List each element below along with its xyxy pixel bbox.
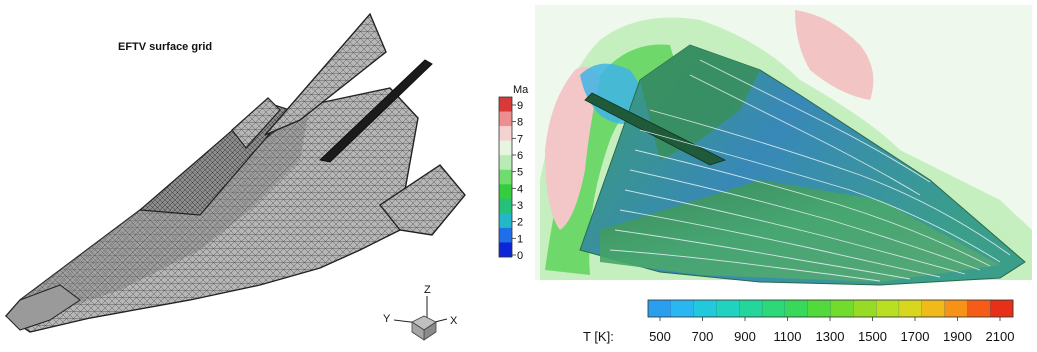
mach-colorbar-ticks: 9 8 7 6 5 4 3 2 1 0: [512, 100, 523, 262]
temperature-swatch: [670, 299, 695, 318]
temperature-colorbar-ticks: 500 700 900 1100 1300 1500 1700 1900 2100: [649, 317, 1014, 344]
temperature-swatch: [784, 299, 809, 318]
mach-colorbar: Ma 9 8 7 6 5 4 3 2 1 0: [498, 84, 529, 262]
temperature-tick-label: 700: [692, 329, 714, 344]
nose-mesh: [5, 284, 81, 331]
axis-label-x: X: [450, 315, 458, 327]
wing-tip-mesh: [378, 164, 466, 236]
temperature-tick-label: 900: [734, 329, 756, 344]
vehicle-fin: [584, 92, 727, 166]
mach-tick-label: 6: [517, 150, 523, 162]
temperature-tick-label: 500: [649, 329, 671, 344]
flow-red-plume-top: [795, 10, 874, 100]
temperature-colorbar: T [K]: 500 700 900 1100 1300 1500 1700 1900 2100: [583, 299, 1014, 344]
temperature-swatch: [761, 299, 786, 318]
temperature-swatch: [967, 299, 991, 318]
temperature-swatch: [990, 299, 1014, 318]
right-fin-mesh: [318, 59, 433, 163]
mach-swatch: [499, 213, 512, 229]
vertical-tail-mesh: [264, 12, 387, 136]
temperature-swatch: [739, 299, 763, 318]
mach-tick-label: 0: [517, 250, 523, 262]
mach-colorbar-swatches: [499, 97, 512, 258]
temperature-tick-label: 1100: [774, 329, 802, 344]
temperature-tick-label: 1300: [816, 329, 845, 344]
mach-swatch: [499, 97, 512, 112]
temperature-colorbar-frame: [647, 299, 1014, 318]
mach-swatch: [499, 155, 512, 171]
vehicle-upper-surface: [640, 45, 760, 160]
flow-blue-pocket: [580, 63, 644, 124]
temperature-swatch: [716, 299, 740, 318]
temperature-swatch: [944, 299, 968, 318]
mach-tick-label: 3: [517, 200, 523, 212]
mach-swatch: [499, 126, 512, 141]
mach-swatch: [499, 198, 512, 214]
mach-tick-label: 9: [517, 100, 523, 112]
mach-legend-title: Ma: [513, 84, 529, 96]
shock-green-band: [545, 44, 680, 275]
axis-triad: Z Y X: [383, 284, 458, 341]
temperature-colorbar-swatches: [647, 299, 1014, 318]
temperature-swatch: [853, 299, 877, 318]
axis-label-y: Y: [383, 313, 391, 325]
left-wing-tip-mesh: [231, 97, 281, 149]
panel-title: EFTV surface grid: [118, 41, 212, 53]
temperature-swatch: [807, 299, 831, 318]
mach-swatch: [499, 184, 512, 200]
axis-label-z: Z: [424, 284, 431, 296]
mach-tick-label: 1: [517, 233, 523, 245]
temperature-swatch: [647, 299, 672, 318]
surface-streamlines: [609, 59, 1011, 282]
temperature-swatch: [898, 299, 923, 318]
temperature-swatch: [693, 299, 717, 318]
temperature-tick-label: 2100: [986, 329, 1015, 344]
mach-swatch: [499, 169, 512, 185]
temperature-tick-label: 1500: [858, 329, 887, 344]
mach-swatch: [499, 111, 512, 127]
mach-tick-label: 7: [517, 133, 523, 145]
mach-tick-label: 4: [517, 183, 523, 195]
temperature-tick-label: 1700: [901, 329, 930, 344]
temperature-legend-label: T [K]:: [583, 329, 614, 344]
temperature-swatch: [921, 299, 945, 318]
mach-tick-label: 8: [517, 117, 523, 129]
surface-grid-panel: EFTV surface grid Z Y X: [4, 12, 466, 341]
cfd-panel: Ma 9 8 7 6 5 4 3 2 1 0 T [K]: 500 700 900 1100 1300 15…: [498, 5, 1032, 344]
mach-tick-label: 5: [517, 167, 523, 179]
mach-colorbar-frame: [498, 96, 513, 258]
temperature-swatch: [830, 299, 854, 318]
temperature-tick-label: 1900: [943, 329, 972, 344]
mach-swatch: [499, 140, 512, 156]
mach-swatch: [499, 242, 512, 258]
flow-red-plume-left: [545, 66, 600, 231]
mach-swatch: [499, 227, 512, 243]
temperature-swatch: [876, 299, 900, 318]
mach-tick-label: 2: [517, 217, 523, 229]
